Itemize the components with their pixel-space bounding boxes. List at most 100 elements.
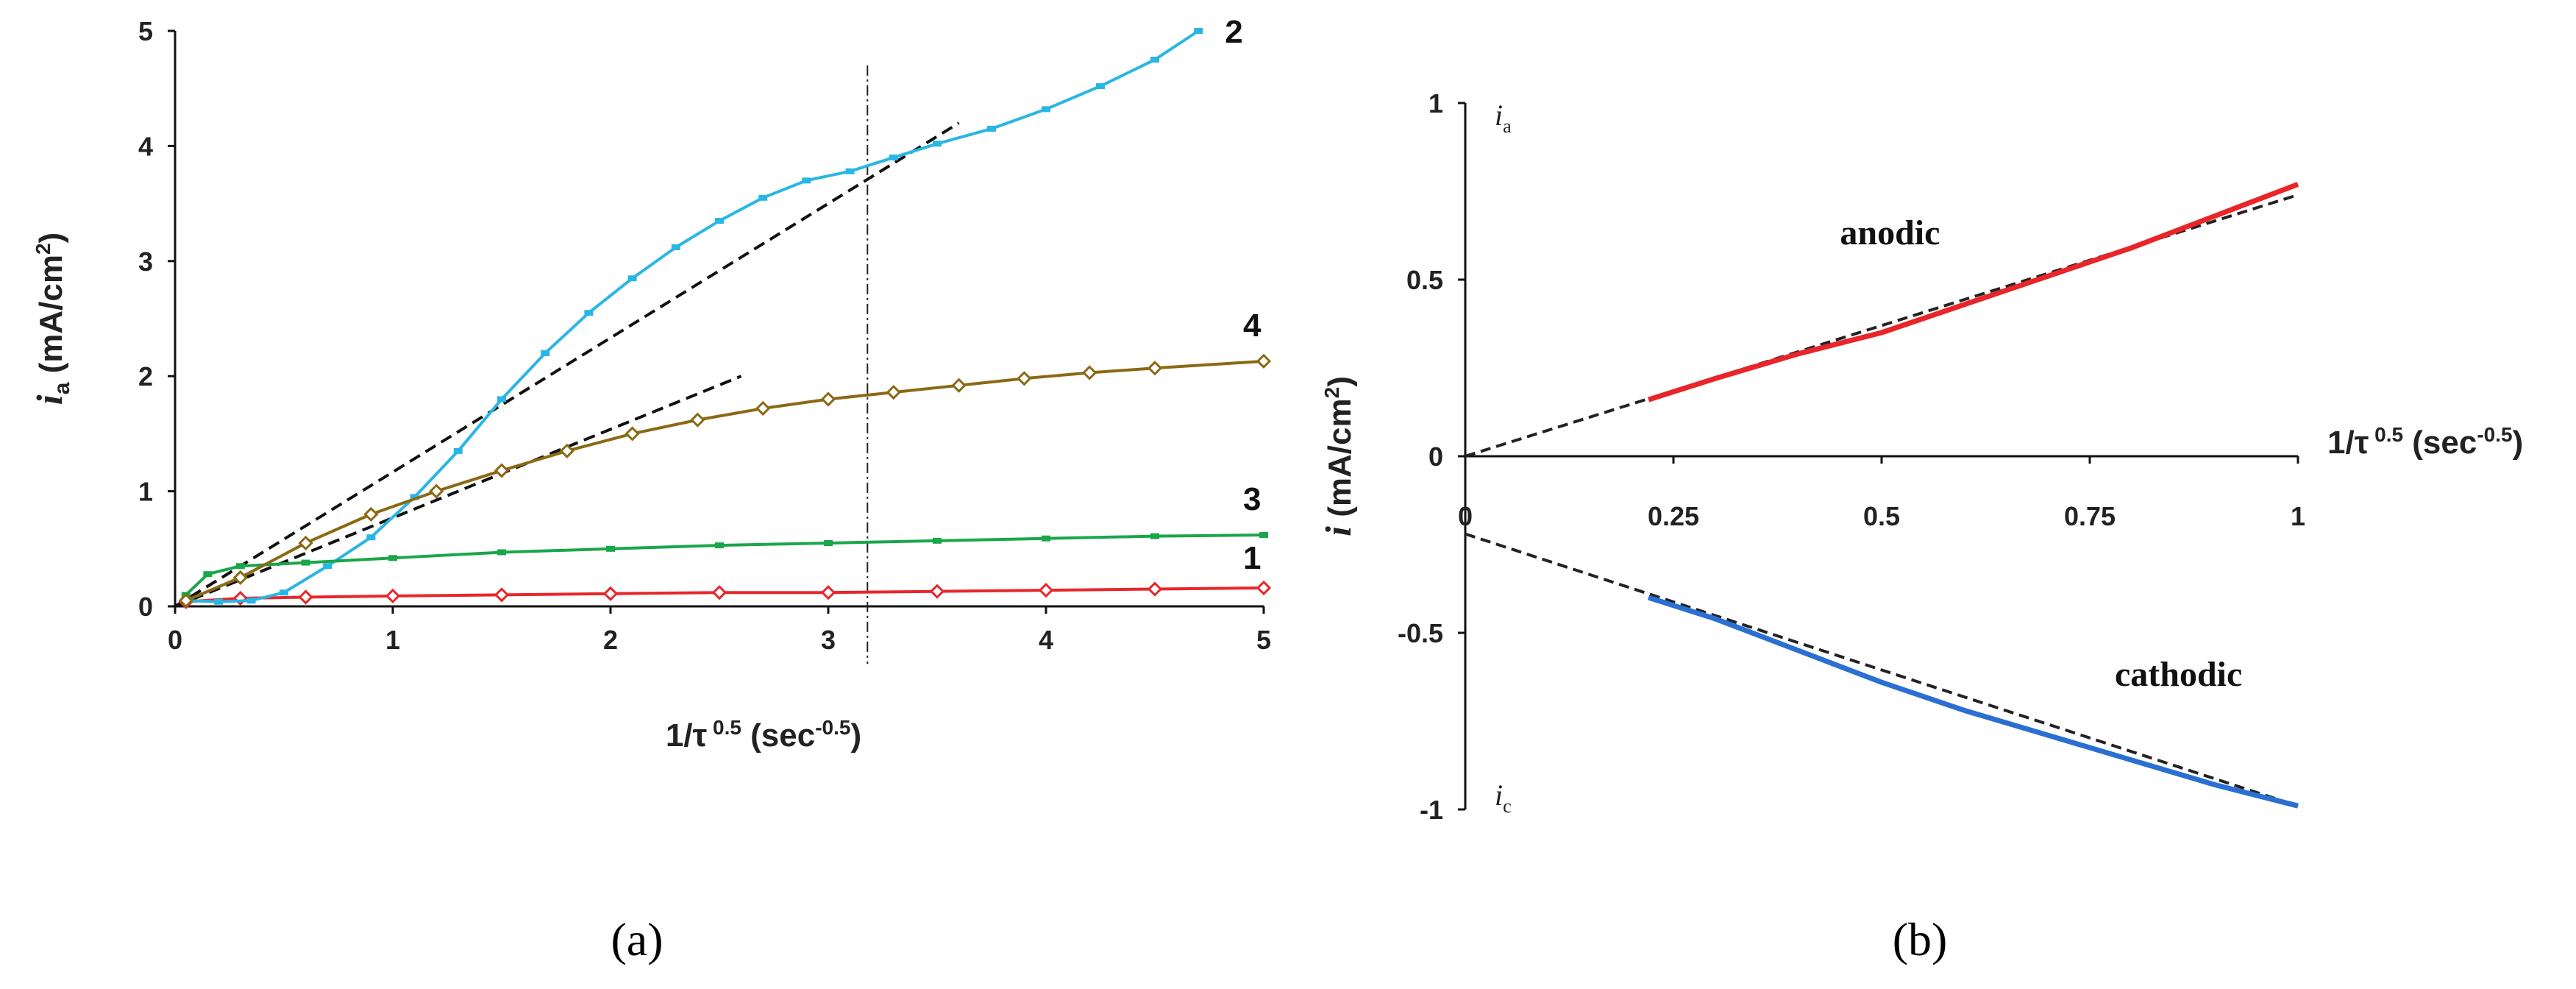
a-point-1 xyxy=(820,585,836,600)
a-point-4 xyxy=(951,377,967,393)
panel-label-a: (a) xyxy=(611,913,663,965)
a-point-2 xyxy=(214,598,224,605)
a-point-2 xyxy=(1096,83,1105,90)
a-point-4 xyxy=(1147,361,1163,376)
a-x-tick-label: 3 xyxy=(821,625,836,655)
a-point-4 xyxy=(494,463,510,478)
a-point-1 xyxy=(1038,582,1054,598)
a-point-4 xyxy=(232,570,248,586)
b-y-tick-label: 1 xyxy=(1428,88,1443,118)
a-point-2 xyxy=(584,310,594,316)
b-ic-label: ic xyxy=(1495,779,1512,817)
a-point-3 xyxy=(235,563,245,570)
a-point-4 xyxy=(1256,353,1272,369)
a-point-4 xyxy=(690,412,705,428)
a-point-4 xyxy=(1017,371,1032,386)
a-point-2 xyxy=(497,396,506,403)
a-x-tick-label: 1 xyxy=(385,625,400,655)
a-series xyxy=(178,28,1272,609)
a-point-1 xyxy=(385,588,401,604)
a-point-2 xyxy=(410,494,419,500)
a-y-tick-label: 1 xyxy=(138,477,153,507)
a-point-1 xyxy=(602,586,619,601)
a-point-2 xyxy=(715,218,724,224)
a-series-label-2: 2 xyxy=(1225,14,1242,50)
a-point-4 xyxy=(755,400,771,416)
a-point-3 xyxy=(497,549,506,556)
a-series-label-1: 1 xyxy=(1243,540,1261,576)
a-y-tick-label: 5 xyxy=(138,16,153,46)
panel-a: 0 1 2 3 4 5 0 1 2 3 4 5 1 2 3 4 1/τ 0.5 (sec-0.5) ia (… xyxy=(29,14,1272,754)
a-point-2 xyxy=(1150,57,1159,63)
a-y-tick-label: 4 xyxy=(138,131,153,161)
b-x-tick-label: 1 xyxy=(2291,501,2305,531)
b-x-tick-label: 0.5 xyxy=(1863,501,1900,531)
a-point-2 xyxy=(246,598,256,604)
a-point-2 xyxy=(758,194,768,201)
a-point-3 xyxy=(933,537,942,544)
panel-label-b: (b) xyxy=(1893,913,1948,965)
a-y-tick-label: 2 xyxy=(138,361,153,391)
b-ticks: 0 0.25 0.5 0.75 1 1 0.5 0 -0.5 -1 xyxy=(1398,88,2305,825)
a-point-1 xyxy=(298,589,313,605)
a-y-axis-label: ia (mA/cm2) xyxy=(29,233,74,405)
b-y-tick-label: 0.5 xyxy=(1406,265,1443,295)
a-fit-lines xyxy=(174,121,960,608)
a-point-2 xyxy=(627,275,637,282)
a-point-4 xyxy=(820,391,836,407)
a-series-label-3: 3 xyxy=(1243,481,1261,517)
a-point-2 xyxy=(933,141,942,147)
panel-b: 0 0.25 0.5 0.75 1 1 0.5 0 -0.5 -1 1/τ 0.5 (sec-0.… xyxy=(1317,88,2523,825)
a-y-tick-label: 0 xyxy=(138,592,153,622)
anodic-label: anodic xyxy=(1840,213,1940,252)
a-x-tick-label: 5 xyxy=(1256,625,1271,655)
b-series-line-anodic xyxy=(1647,182,2299,403)
a-series-line-2 xyxy=(185,29,1200,603)
b-y-tick-label: -1 xyxy=(1420,795,1443,825)
cathodic-label: cathodic xyxy=(2115,655,2242,694)
a-point-1 xyxy=(494,587,510,603)
a-ticks: 0 1 2 3 4 5 0 1 2 3 4 5 xyxy=(138,16,1271,655)
a-point-4 xyxy=(429,483,444,499)
a-point-2 xyxy=(1194,28,1203,34)
a-point-1 xyxy=(1256,580,1272,596)
a-point-3 xyxy=(824,539,833,546)
b-series xyxy=(1647,182,2299,809)
b-y-tick-label: 0 xyxy=(1428,442,1443,472)
a-x-tick-label: 2 xyxy=(603,625,618,655)
a-point-2 xyxy=(453,447,463,454)
b-y-axis-label: i (mA/cm2) xyxy=(1317,376,1359,536)
a-point-2 xyxy=(1042,106,1050,113)
a-point-2 xyxy=(671,244,680,251)
a-point-2 xyxy=(541,350,550,356)
b-x-tick-label: 0 xyxy=(1458,501,1473,531)
a-point-2 xyxy=(366,534,376,541)
b-x-tick-label: 0.25 xyxy=(1648,501,1699,531)
a-fit-line xyxy=(174,375,742,608)
a-y-tick-label: 3 xyxy=(138,247,153,277)
a-x-tick-label: 4 xyxy=(1039,625,1053,655)
a-point-2 xyxy=(802,177,811,184)
a-point-3 xyxy=(388,555,397,561)
a-x-axis-label: 1/τ 0.5 (sec-0.5) xyxy=(666,716,861,754)
a-point-2 xyxy=(280,589,288,596)
a-point-1 xyxy=(711,585,727,600)
a-series-label-4: 4 xyxy=(1243,308,1262,344)
b-fit-lines xyxy=(1465,193,2299,808)
a-series-line-3 xyxy=(185,534,1264,596)
b-series-line-cathodic xyxy=(1647,595,2299,809)
a-point-2 xyxy=(323,563,332,570)
a-point-4 xyxy=(625,426,640,442)
a-series-line-4 xyxy=(185,359,1264,603)
a-point-4 xyxy=(1082,365,1097,380)
b-fit-line xyxy=(1465,532,2299,808)
a-point-4 xyxy=(178,593,193,609)
a-point-4 xyxy=(886,384,901,400)
a-point-3 xyxy=(715,542,724,549)
a-point-3 xyxy=(1042,535,1050,542)
b-y-tick-label: -0.5 xyxy=(1398,618,1443,648)
a-point-3 xyxy=(203,571,213,578)
a-point-2 xyxy=(889,155,898,161)
b-ia-label: ia xyxy=(1495,99,1512,137)
